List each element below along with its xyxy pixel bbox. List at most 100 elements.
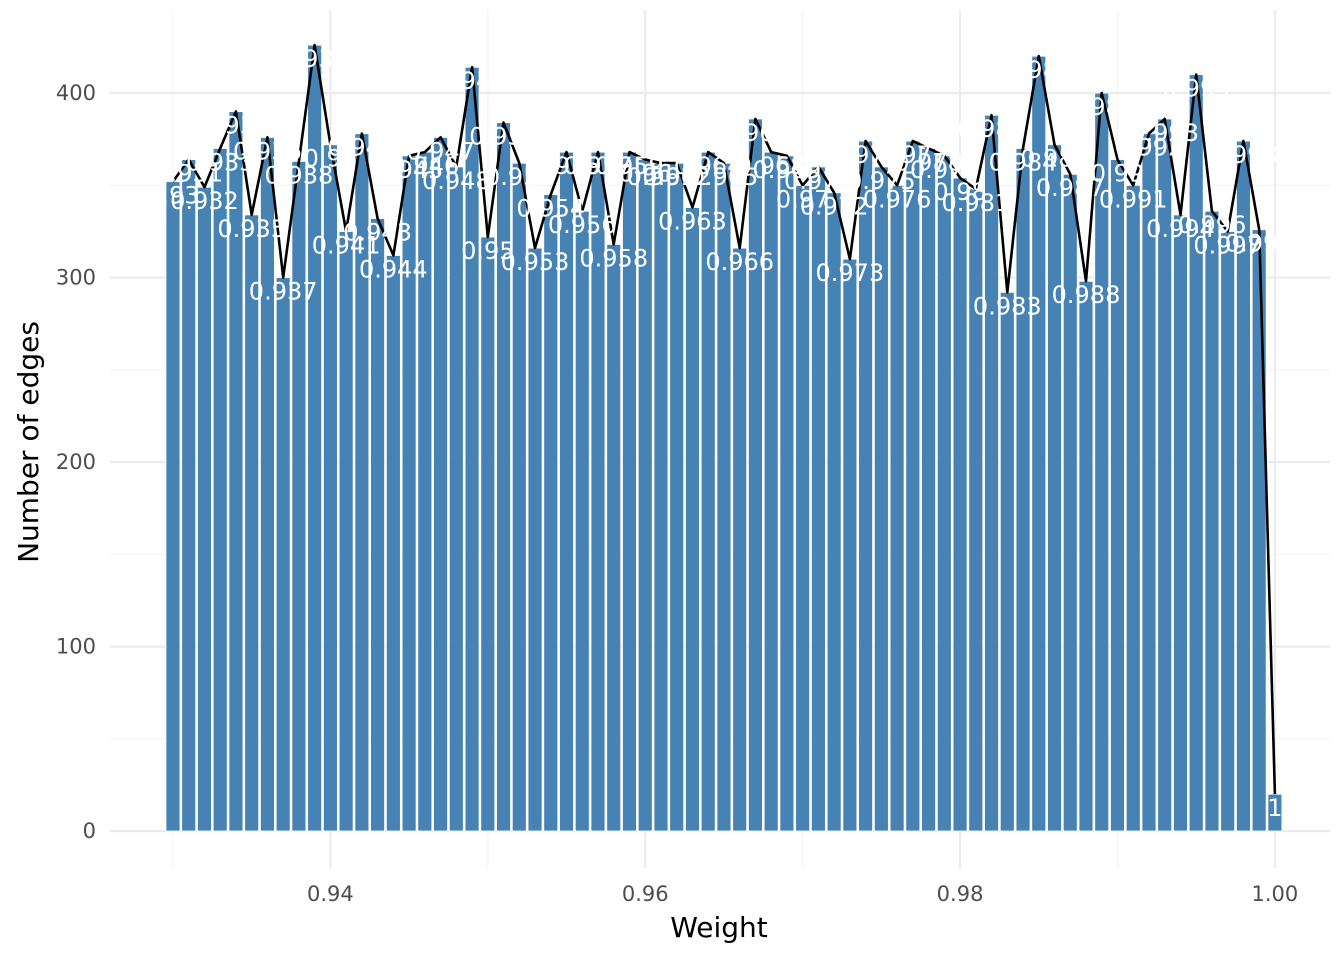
bar-label: 1 — [1267, 794, 1282, 822]
bar-label: 0.981 — [941, 189, 1010, 217]
histogram-bar — [732, 247, 748, 832]
bar-label: 0.944 — [359, 255, 428, 283]
histogram-bar — [842, 258, 858, 832]
histogram-bar — [795, 184, 811, 832]
bar-label: 0.984 — [989, 148, 1058, 176]
trend-line-group — [171, 43, 1277, 795]
histogram-bar — [1125, 184, 1141, 832]
bar-label: 0.962 — [642, 163, 711, 191]
histogram-bar — [543, 194, 559, 832]
bar-label: 0.977 — [878, 141, 947, 169]
histogram-bar — [338, 230, 354, 832]
bar-label: 0.995 — [1162, 75, 1231, 103]
bar-label: 0.936 — [233, 137, 302, 165]
bar-label: 0.994 — [1146, 215, 1215, 243]
bar-label: 0.988 — [1052, 281, 1121, 309]
bar-label: 0.98 — [933, 178, 986, 206]
bar-label: 0.937 — [249, 278, 318, 306]
bar-label: 0.959 — [595, 152, 664, 180]
bar-label: 0.942 — [328, 134, 397, 162]
histogram-bar — [684, 206, 701, 832]
bar-label: 0.967 — [721, 119, 790, 147]
histogram-bar — [495, 122, 512, 832]
histogram-bar — [1172, 214, 1189, 832]
histogram-bar — [779, 155, 795, 832]
x-tick-label: 0.98 — [937, 882, 984, 906]
bar-label: 0.999 — [1225, 230, 1294, 258]
histogram-bar — [417, 151, 433, 832]
bar-label: 0.941 — [312, 231, 381, 259]
y-tick-label: 300 — [56, 266, 96, 290]
bar-label: 0.968 — [737, 152, 806, 180]
histogram-bar — [936, 155, 952, 832]
histogram-bar — [999, 291, 1015, 832]
bar-label: 0.951 — [469, 123, 538, 151]
histogram-bar — [527, 247, 543, 832]
x-tick-label: 1.00 — [1252, 882, 1299, 906]
histogram-bar — [574, 210, 590, 832]
bar-label: 0.982 — [957, 115, 1026, 143]
bar-label: 0.986 — [1020, 145, 1089, 173]
bar-label: 0.958 — [579, 244, 648, 272]
bar-label: 0.935 — [217, 215, 286, 243]
histogram-bar — [747, 118, 764, 832]
bar-label: 0.971 — [784, 167, 853, 195]
bar-label: 0.949 — [438, 67, 507, 95]
bar-label: 0.987 — [1036, 174, 1105, 202]
axis-labels-group: Weight Number of edges 0.94 0.96 0.98 1.00 0… — [12, 81, 1298, 944]
histogram-bar — [983, 114, 1000, 832]
histogram-bar — [1078, 280, 1094, 832]
histogram-bar — [432, 136, 449, 832]
bar-label: 0.965 — [690, 163, 759, 191]
histogram-bar — [1062, 173, 1078, 832]
x-tick-label: 0.96 — [622, 882, 669, 906]
bar-label: 0.931 — [154, 159, 223, 187]
histogram-bar — [1109, 158, 1126, 832]
bar-label: 0.961 — [627, 163, 696, 191]
histogram-bar — [1046, 144, 1063, 832]
bar-label: 0.96 — [619, 159, 672, 187]
bar-label: 0.974 — [831, 141, 900, 169]
histogram-bar — [385, 254, 401, 832]
bar-label: 0.933 — [186, 148, 255, 176]
bar-label: 0.997 — [1193, 231, 1262, 259]
bar-label: 0.966 — [705, 248, 774, 276]
histogram-bar — [653, 162, 669, 832]
bar-label: 0.985 — [1004, 56, 1073, 84]
bar-label: 0.94 — [304, 145, 357, 173]
bar-label: 0.943 — [343, 219, 412, 247]
bar-label: 0.989 — [1067, 93, 1136, 121]
bar-label: 0.998 — [1209, 141, 1278, 169]
y-tick-label: 100 — [56, 635, 96, 659]
histogram-bar — [952, 177, 968, 832]
histogram-bar — [1220, 230, 1236, 832]
histogram-bar — [291, 160, 307, 832]
histogram-bar — [244, 214, 260, 832]
histogram-bar — [920, 147, 937, 832]
histogram-bar — [448, 166, 464, 832]
histogram-bar — [905, 140, 921, 832]
histogram-bar — [480, 236, 496, 832]
x-tick-label: 0.94 — [307, 882, 354, 906]
histogram-bar — [1015, 147, 1031, 832]
bar-label: 0.957 — [564, 152, 633, 180]
bar-label: 0.972 — [800, 193, 869, 221]
bar-label: 0.955 — [532, 152, 601, 180]
histogram-bar — [669, 162, 685, 832]
histogram-bar — [1251, 229, 1267, 832]
bar-label: 0.956 — [548, 211, 617, 239]
histogram-bar — [606, 243, 622, 832]
bar-label: 0.939 — [280, 45, 349, 73]
histogram-bar — [165, 181, 181, 832]
y-tick-label: 200 — [56, 450, 96, 474]
bar-label: 0.934 — [202, 111, 271, 139]
bar-label: 0.93 — [146, 182, 199, 210]
histogram-bar — [858, 140, 874, 832]
bar-label: 0.948 — [422, 167, 491, 195]
bar-label: 0.953 — [501, 248, 570, 276]
x-axis-title: Weight — [670, 911, 768, 944]
histogram-bar — [275, 277, 291, 832]
histogram-bar — [370, 218, 386, 832]
bar-label: 0.979 — [910, 156, 979, 184]
